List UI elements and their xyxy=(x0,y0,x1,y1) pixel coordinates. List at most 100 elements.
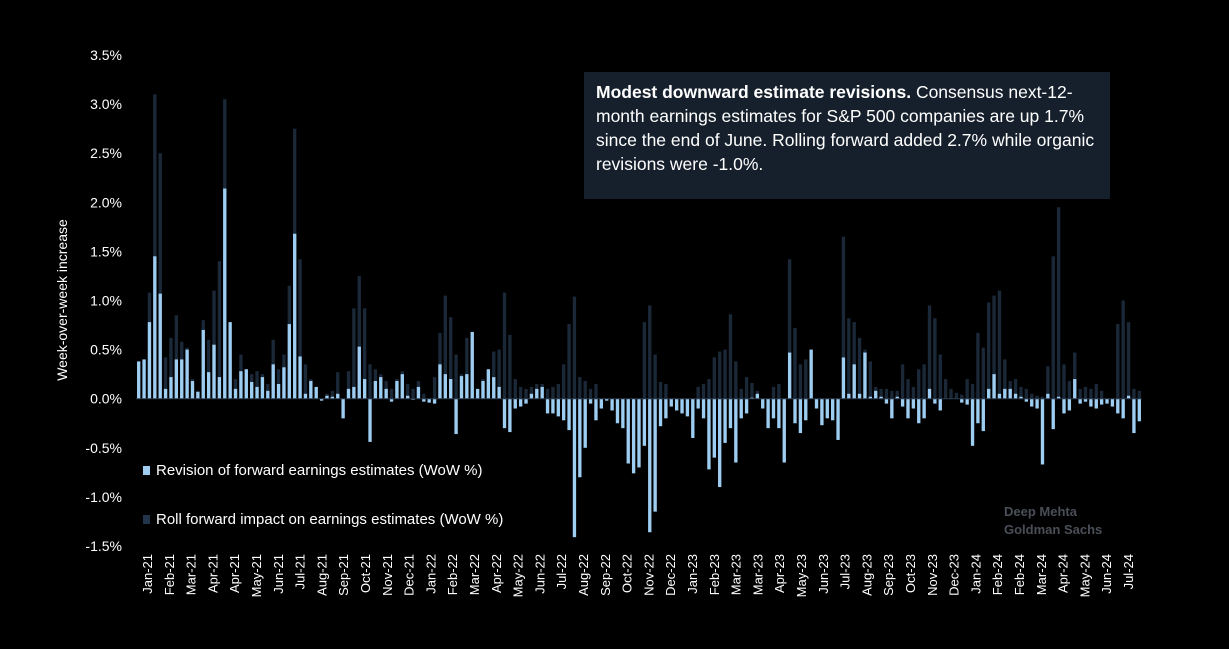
revision-bar xyxy=(449,379,453,399)
revision-bar xyxy=(825,398,829,419)
revision-bar xyxy=(1024,398,1029,402)
roll-forward-bar xyxy=(255,371,259,399)
roll-forward-bar xyxy=(793,328,797,399)
roll-forward-bar xyxy=(572,296,577,399)
roll-forward-bar xyxy=(276,369,281,399)
y-tick-label: 0.0% xyxy=(90,391,122,407)
revision-bar xyxy=(545,398,550,414)
revision-bar xyxy=(588,398,593,404)
revision-bar xyxy=(728,398,733,429)
revision-bar xyxy=(906,398,910,419)
revision-bar xyxy=(330,396,335,399)
roll-forward-bar xyxy=(217,261,222,399)
x-tick-label: Feb-21 xyxy=(162,554,177,595)
revision-bar xyxy=(153,256,157,399)
roll-forward-bar xyxy=(443,295,447,399)
legend-item-roll-forward: Roll forward impact on earnings estimate… xyxy=(143,511,503,528)
revision-bar xyxy=(169,377,173,399)
roll-forward-bar xyxy=(298,259,302,399)
roll-forward-bar xyxy=(976,332,980,399)
revision-bar xyxy=(163,388,168,399)
roll-forward-bar xyxy=(1051,256,1055,399)
revision-bar xyxy=(459,376,464,399)
roll-forward-bar xyxy=(868,361,872,399)
revision-bar xyxy=(1105,398,1109,404)
revision-bar xyxy=(820,398,824,426)
roll-forward-bar xyxy=(750,382,754,399)
revision-bar xyxy=(524,398,528,404)
roll-forward-bar xyxy=(1056,207,1061,399)
revision-bar xyxy=(874,390,878,399)
x-tick-label: Jul-22 xyxy=(554,554,569,589)
roll-forward-bar xyxy=(707,379,711,399)
annotation-bold: Modest downward estimate revisions. xyxy=(596,82,912,102)
roll-forward-bar xyxy=(508,334,512,399)
roll-forward-bar xyxy=(653,354,657,399)
roll-forward-bar xyxy=(411,388,415,399)
x-tick-label: Mar-24 xyxy=(1034,554,1049,595)
roll-forward-bar xyxy=(857,337,862,399)
revision-bar xyxy=(228,322,232,399)
revision-bar xyxy=(147,322,152,399)
roll-forward-bar xyxy=(949,388,953,399)
revision-bar xyxy=(1116,398,1120,414)
y-tick-label: 3.5% xyxy=(90,47,122,63)
x-tick-label: Aug-22 xyxy=(576,554,591,596)
y-axis-label: Week-over-week increase xyxy=(54,219,70,381)
revision-bar xyxy=(674,398,679,411)
roll-forward-bar xyxy=(529,386,534,399)
annotation-box: Modest downward estimate revisions. Cons… xyxy=(584,72,1110,199)
revision-bar xyxy=(239,371,243,399)
revision-bar xyxy=(352,386,356,399)
revision-bar xyxy=(1073,379,1077,399)
revision-bar xyxy=(250,382,254,399)
revision-bar xyxy=(1089,398,1093,407)
revision-bar xyxy=(922,398,926,419)
x-tick-label: Jun-23 xyxy=(816,554,831,594)
revision-bar xyxy=(718,398,722,488)
roll-forward-bar xyxy=(642,322,647,399)
revision-bar xyxy=(1110,398,1115,407)
roll-forward-bar xyxy=(1019,386,1023,399)
revision-bar xyxy=(406,395,410,399)
roll-forward-bar xyxy=(336,372,340,399)
x-tick-label: Dec-22 xyxy=(663,554,678,596)
revision-bar xyxy=(422,398,426,402)
x-tick-label: Jan-23 xyxy=(685,554,700,594)
revision-bar xyxy=(685,398,690,417)
revision-bar xyxy=(551,398,555,414)
revision-bar xyxy=(529,393,534,399)
x-tick-label: Oct-21 xyxy=(358,554,373,593)
revision-bar xyxy=(960,398,964,403)
revision-bar xyxy=(395,381,399,399)
revision-bar xyxy=(384,388,388,399)
roll-forward-bar xyxy=(169,337,173,399)
x-tick-label: May-21 xyxy=(249,554,264,597)
roll-forward-bar xyxy=(981,347,985,399)
revision-bar xyxy=(707,398,711,470)
revision-bar xyxy=(701,398,706,419)
revision-bar xyxy=(1019,396,1023,399)
revision-bar xyxy=(771,398,776,419)
revision-bar xyxy=(599,398,604,409)
x-tick-label: May-22 xyxy=(511,554,526,597)
revision-bar xyxy=(755,393,760,399)
revision-bar xyxy=(734,398,738,463)
x-tick-label: Mar-22 xyxy=(467,554,482,595)
roll-forward-bar xyxy=(943,379,948,399)
revision-bar xyxy=(180,359,184,399)
roll-forward-bar xyxy=(562,364,566,399)
revision-bar xyxy=(303,393,308,399)
revision-bar xyxy=(965,398,969,405)
revision-bar xyxy=(325,395,329,399)
revision-bar xyxy=(454,398,458,435)
roll-forward-bar xyxy=(890,390,894,399)
revision-bar xyxy=(540,386,544,399)
revision-bar xyxy=(174,359,179,399)
roll-forward-bar xyxy=(701,383,706,399)
revision-bar xyxy=(287,324,291,399)
revision-bar xyxy=(793,398,797,424)
roll-forward-bar xyxy=(330,390,335,399)
revision-bar xyxy=(1046,393,1050,399)
annotation-text: Consensus next-12-month earnings estimat… xyxy=(596,82,1095,174)
